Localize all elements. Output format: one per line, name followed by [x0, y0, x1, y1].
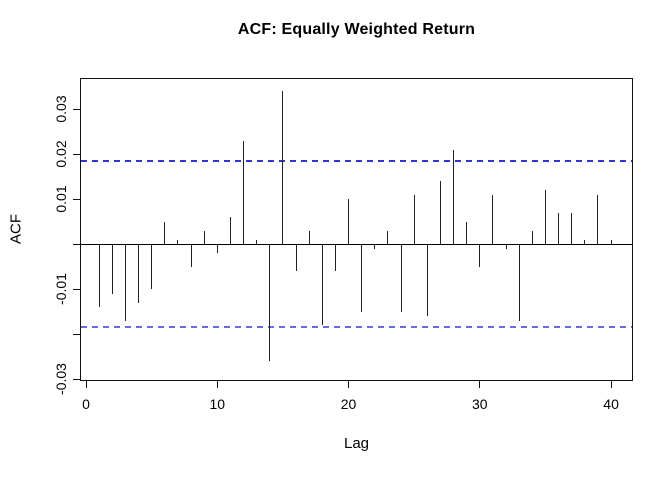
acf-spike [216, 244, 218, 254]
x-axis-tick [479, 381, 481, 388]
y-tick-label: -0.01 [53, 273, 69, 306]
acf-spike [518, 244, 520, 321]
x-tick-label: 20 [340, 396, 357, 412]
x-tick-label: 30 [472, 396, 488, 412]
confidence-bound-upper [81, 160, 632, 163]
plot-area [80, 78, 633, 381]
acf-spike [229, 217, 231, 245]
acf-spike [269, 244, 271, 362]
acf-spike [466, 221, 468, 245]
acf-spike [124, 244, 126, 321]
acf-spike [453, 149, 455, 245]
acf-spike [610, 239, 612, 245]
y-tick-label: 0.03 [53, 95, 69, 123]
x-tick-label: 10 [209, 396, 226, 412]
acf-spike [138, 244, 140, 303]
acf-spike [492, 194, 494, 245]
y-tick-label: 0.02 [53, 140, 69, 168]
acf-spike [334, 244, 336, 272]
y-axis-tick [73, 378, 80, 380]
y-axis-tick [73, 108, 80, 110]
acf-spike [203, 230, 205, 245]
acf-spike [374, 244, 376, 249]
acf-spike [190, 244, 192, 267]
acf-spike [558, 212, 560, 245]
acf-spike [256, 239, 258, 245]
acf-spike [98, 244, 100, 308]
confidence-bound-lower [81, 325, 632, 328]
acf-spike [321, 244, 323, 326]
x-tick-label: 40 [603, 396, 619, 412]
acf-spike [584, 239, 586, 245]
acf-spike [295, 244, 297, 272]
y-axis-label: ACF [7, 214, 25, 244]
y-tick-label: -0.03 [53, 363, 69, 396]
acf-spike [544, 190, 546, 245]
x-axis-tick [348, 381, 350, 388]
acf-spike [243, 140, 245, 245]
acf-spike [151, 244, 153, 290]
y-axis-tick [73, 153, 80, 155]
acf-spike [361, 244, 363, 312]
x-axis-tick [610, 381, 612, 388]
acf-spike [597, 194, 599, 245]
chart-title: ACF: Equally Weighted Return [237, 21, 476, 38]
y-tick-label: 0.01 [53, 185, 69, 213]
x-axis-tick [216, 381, 218, 388]
acf-spike [308, 230, 310, 245]
x-tick-label: 0 [82, 396, 90, 412]
acf-spike [439, 181, 441, 245]
y-axis-tick [73, 198, 80, 200]
zero-reference-line [80, 243, 633, 245]
acf-spike [164, 221, 166, 245]
acf-spike [282, 91, 284, 245]
acf-spike [479, 244, 481, 267]
acf-spike [505, 244, 507, 249]
y-axis-tick [73, 288, 80, 290]
acf-spike [571, 212, 573, 245]
acf-spike [531, 230, 533, 245]
acf-spike [387, 230, 389, 245]
acf-spike [400, 244, 402, 312]
acf-spike [177, 239, 179, 245]
y-axis-tick [73, 243, 80, 245]
acf-spike [413, 194, 415, 245]
acf-spike [426, 244, 428, 317]
x-axis-label: Lag [343, 435, 370, 452]
acf-spike [348, 199, 350, 245]
acf-spike [111, 244, 113, 294]
x-axis-tick [85, 381, 87, 388]
y-axis-tick [73, 333, 80, 335]
